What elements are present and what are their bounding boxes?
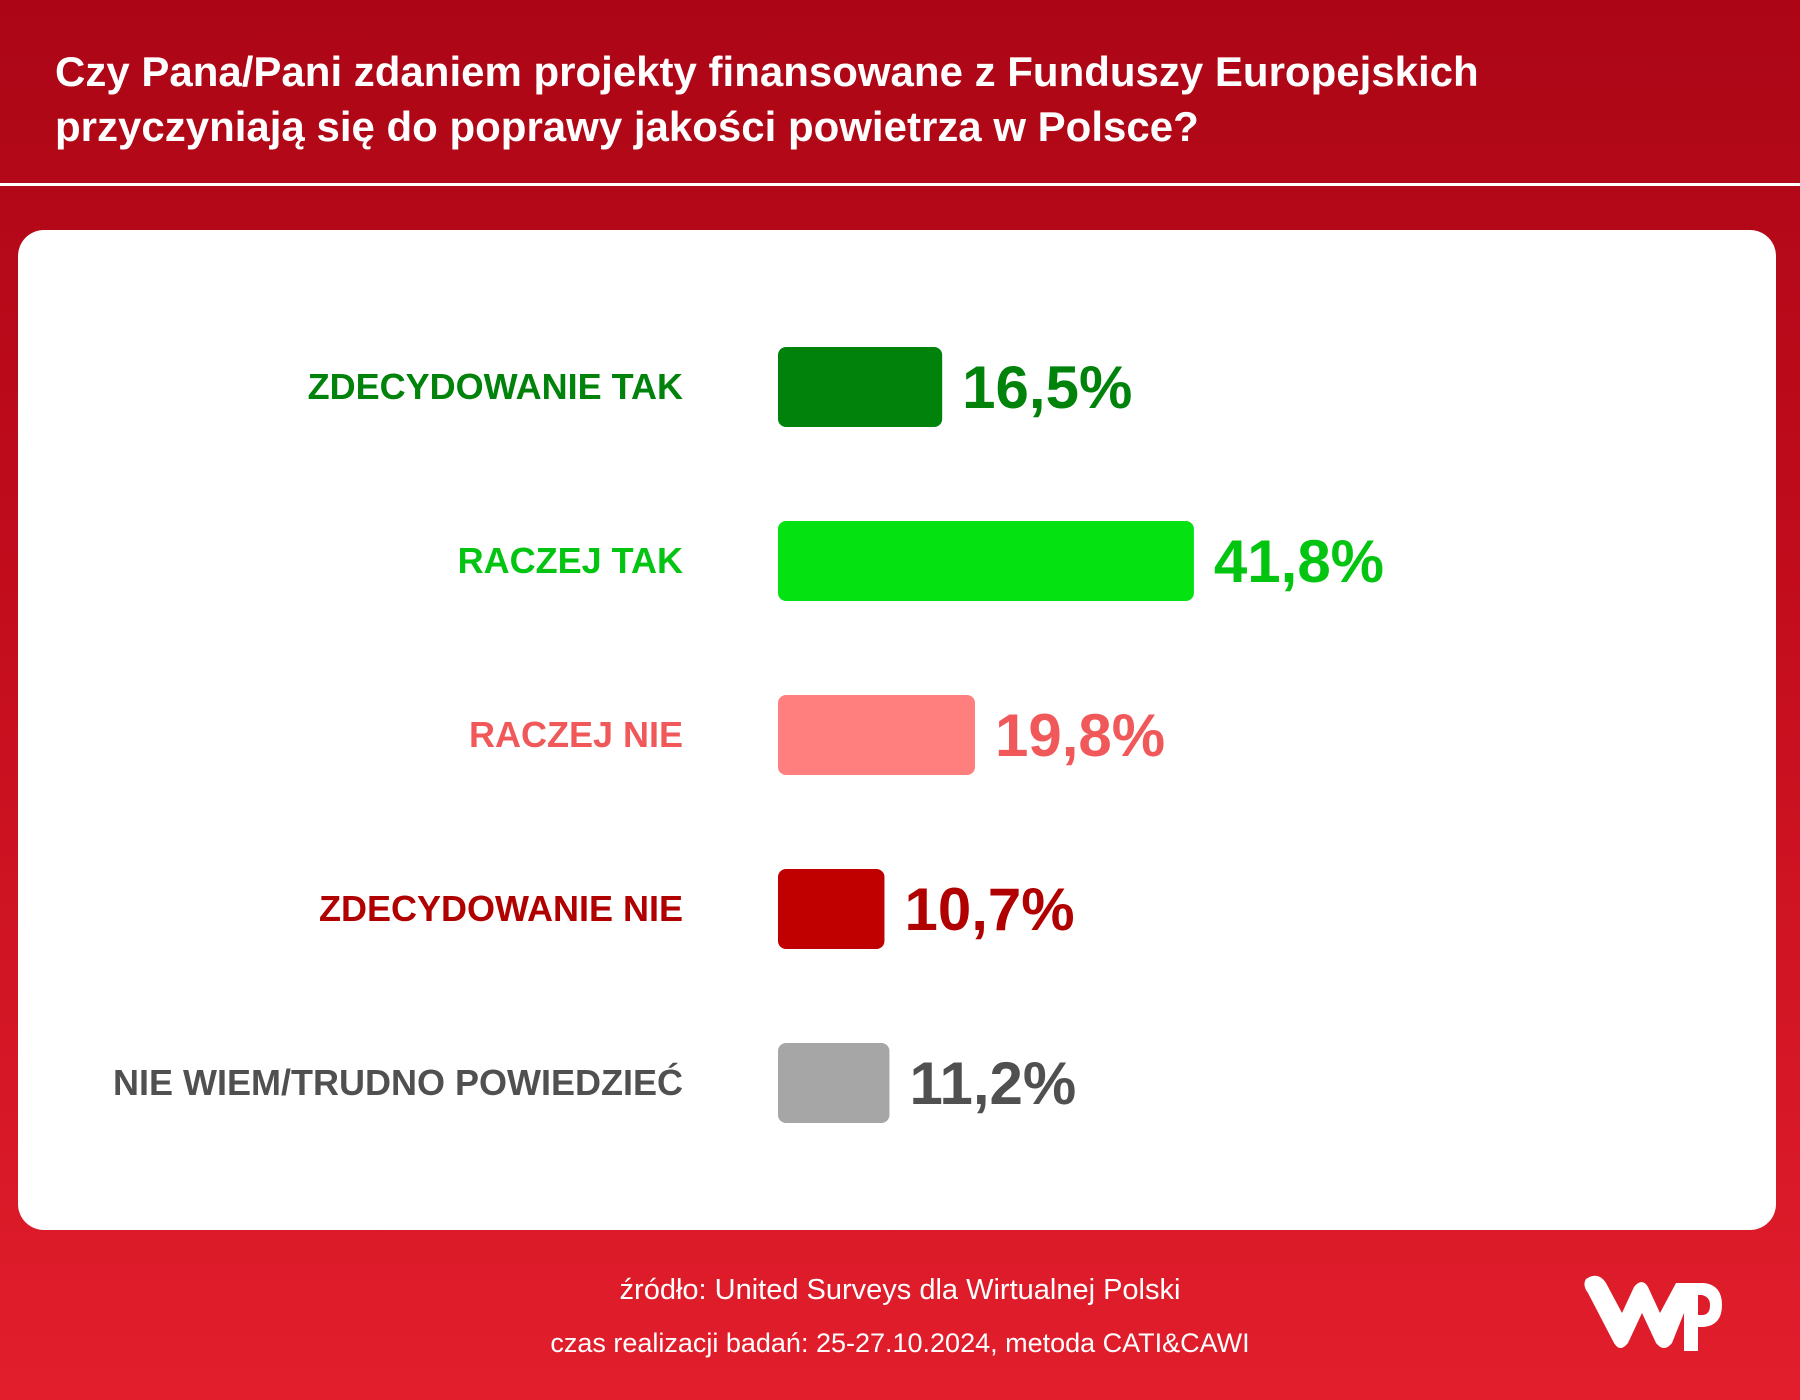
category-label: RACZEJ TAK: [458, 540, 683, 581]
bar-chart: ZDECYDOWANIE TAK 16,5% RACZEJ TAK 41,8% RACZ…: [113, 347, 1384, 1123]
value-label: 11,2%: [909, 1050, 1076, 1117]
bar: [778, 869, 885, 949]
category-label: RACZEJ NIE: [469, 714, 683, 755]
category-label: ZDECYDOWANIE NIE: [319, 888, 683, 929]
category-label: ZDECYDOWANIE TAK: [308, 366, 683, 407]
value-label: 16,5%: [962, 354, 1132, 421]
bar: [778, 347, 943, 427]
bar: [778, 695, 976, 775]
wp-logo-icon: [1584, 1275, 1722, 1351]
value-label: 41,8%: [1214, 528, 1384, 595]
source-note: źródło: United Surveys dla Wirtualnej Po…: [619, 1274, 1181, 1306]
method-note: czas realizacji badań: 25-27.10.2024, me…: [550, 1328, 1250, 1358]
bar: [778, 1043, 890, 1123]
bar: [778, 521, 1194, 601]
header: Czy Pana/Pani zdaniem projekty finansowa…: [0, 0, 1800, 186]
chart-title: Czy Pana/Pani zdaniem projekty finansowa…: [55, 48, 1479, 150]
value-label: 10,7%: [904, 876, 1074, 943]
value-label: 19,8%: [995, 702, 1165, 769]
category-label: NIE WIEM/TRUDNO POWIEDZIEĆ: [113, 1061, 683, 1103]
chart-card: ZDECYDOWANIE TAK 16,5% RACZEJ TAK 41,8% RACZ…: [18, 230, 1776, 1230]
